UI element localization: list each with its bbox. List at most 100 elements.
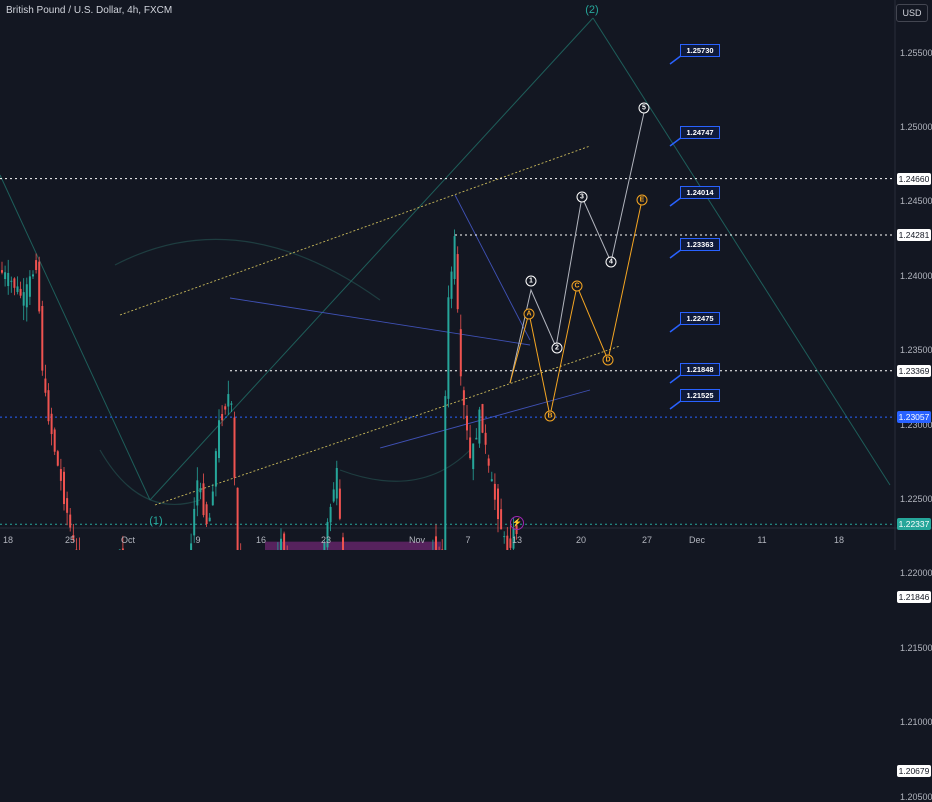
- time-tick-label: 20: [576, 535, 586, 545]
- candle-body: [221, 414, 223, 420]
- price-tick-label: 1.22500: [900, 494, 932, 504]
- trend-line: [593, 18, 890, 485]
- price-level-tag[interactable]: 1.24281: [897, 229, 931, 241]
- abc-wave-label: B: [545, 411, 556, 422]
- price-callout[interactable]: 1.23363: [680, 238, 720, 251]
- time-tick-label: 27: [642, 535, 652, 545]
- price-callout[interactable]: 1.25730: [680, 44, 720, 57]
- time-tick-label: Dec: [689, 535, 705, 545]
- time-tick-label: 7: [465, 535, 470, 545]
- candle-body: [35, 260, 37, 270]
- candle-body: [54, 430, 56, 452]
- trend-line: [0, 175, 150, 500]
- candle-body: [209, 518, 211, 522]
- price-tick-label: 1.21000: [900, 717, 932, 727]
- candle-body: [69, 515, 71, 528]
- candle-body: [41, 306, 43, 371]
- wave-count-label: 3: [577, 192, 588, 203]
- candle-body: [447, 297, 449, 399]
- channel-upper-line: [120, 146, 590, 315]
- candle-body: [485, 433, 487, 445]
- candle-body: [203, 483, 205, 515]
- candle-body: [336, 468, 338, 498]
- candle-body: [454, 236, 456, 279]
- arc-curve: [100, 450, 200, 504]
- wave-label: (1): [149, 515, 162, 527]
- price-level-tag[interactable]: 1.23057: [897, 411, 931, 423]
- candle-body: [193, 509, 195, 536]
- time-tick-label: 13: [512, 535, 522, 545]
- candle-body: [230, 403, 232, 404]
- candle-body: [20, 289, 22, 296]
- candle-body: [212, 492, 214, 506]
- wave-count-label: 4: [606, 257, 617, 268]
- currency-button[interactable]: USD: [896, 4, 928, 22]
- candle-body: [190, 543, 192, 550]
- candle-body: [32, 274, 34, 276]
- price-level-tag[interactable]: 1.21846: [897, 591, 931, 603]
- candle-body: [218, 420, 220, 458]
- time-tick-label: Nov: [409, 535, 425, 545]
- candle-body: [196, 480, 198, 505]
- candle-body: [63, 472, 65, 504]
- candle-body: [333, 489, 335, 501]
- time-tick-label: 9: [195, 535, 200, 545]
- candle-body: [1, 270, 3, 273]
- candle-body: [4, 272, 6, 279]
- abc-wave-label: D: [603, 355, 614, 366]
- price-callout[interactable]: 1.24747: [680, 126, 720, 139]
- price-tick-label: 1.24500: [900, 196, 932, 206]
- candle-body: [283, 534, 285, 550]
- time-tick-label: 23: [321, 535, 331, 545]
- price-level-tag[interactable]: 1.24660: [897, 173, 931, 185]
- price-callout[interactable]: 1.21848: [680, 363, 720, 376]
- price-level-tag[interactable]: 1.23369: [897, 365, 931, 377]
- time-tick-label: 16: [256, 535, 266, 545]
- candle-body: [330, 507, 332, 522]
- candle-body: [497, 489, 499, 520]
- abc-wave-label: A: [524, 309, 535, 320]
- price-callout[interactable]: 1.24014: [680, 186, 720, 199]
- candle-body: [13, 278, 15, 287]
- trend-line: [150, 18, 593, 500]
- candle-body: [500, 509, 502, 529]
- candle-body: [339, 489, 341, 519]
- candle-body: [7, 273, 9, 286]
- price-tick-label: 1.22000: [900, 568, 932, 578]
- candle-body: [451, 272, 453, 299]
- abc-wave-label: E: [637, 195, 648, 206]
- price-level-tag[interactable]: 1.20679: [897, 765, 931, 777]
- candle-body: [215, 451, 217, 486]
- time-tick-label: 11: [757, 535, 766, 545]
- lightning-icon[interactable]: ⚡: [510, 516, 524, 530]
- candle-body: [491, 479, 493, 481]
- time-tick-label: Oct: [121, 535, 135, 545]
- price-callout[interactable]: 1.22475: [680, 312, 720, 325]
- price-level-tag[interactable]: 1.22337: [897, 518, 931, 530]
- candle-body: [48, 390, 50, 421]
- candle-body: [444, 396, 446, 550]
- candle-body: [475, 438, 477, 440]
- price-tick-label: 1.24000: [900, 271, 932, 281]
- price-tick-label: 1.25500: [900, 48, 932, 58]
- time-tick-label: 25: [65, 535, 75, 545]
- candle-body: [199, 488, 201, 492]
- candle-body: [488, 458, 490, 465]
- trend-line: [230, 298, 530, 345]
- candle-body: [44, 379, 46, 393]
- candle-body: [60, 469, 62, 481]
- wave-label: (2): [585, 4, 598, 16]
- trend-line: [455, 195, 530, 340]
- arc-curve: [115, 239, 380, 300]
- candle-body: [29, 276, 31, 296]
- price-callout[interactable]: 1.21525: [680, 389, 720, 402]
- candle-body: [503, 536, 505, 537]
- candle-body: [51, 414, 53, 434]
- candle-body: [66, 498, 68, 513]
- candle-body: [466, 416, 468, 431]
- candle-body: [457, 254, 459, 309]
- candle-body: [237, 488, 239, 550]
- chart-canvas[interactable]: [0, 0, 932, 550]
- price-tick-label: 1.25000: [900, 122, 932, 132]
- time-tick-label: 18: [3, 535, 13, 545]
